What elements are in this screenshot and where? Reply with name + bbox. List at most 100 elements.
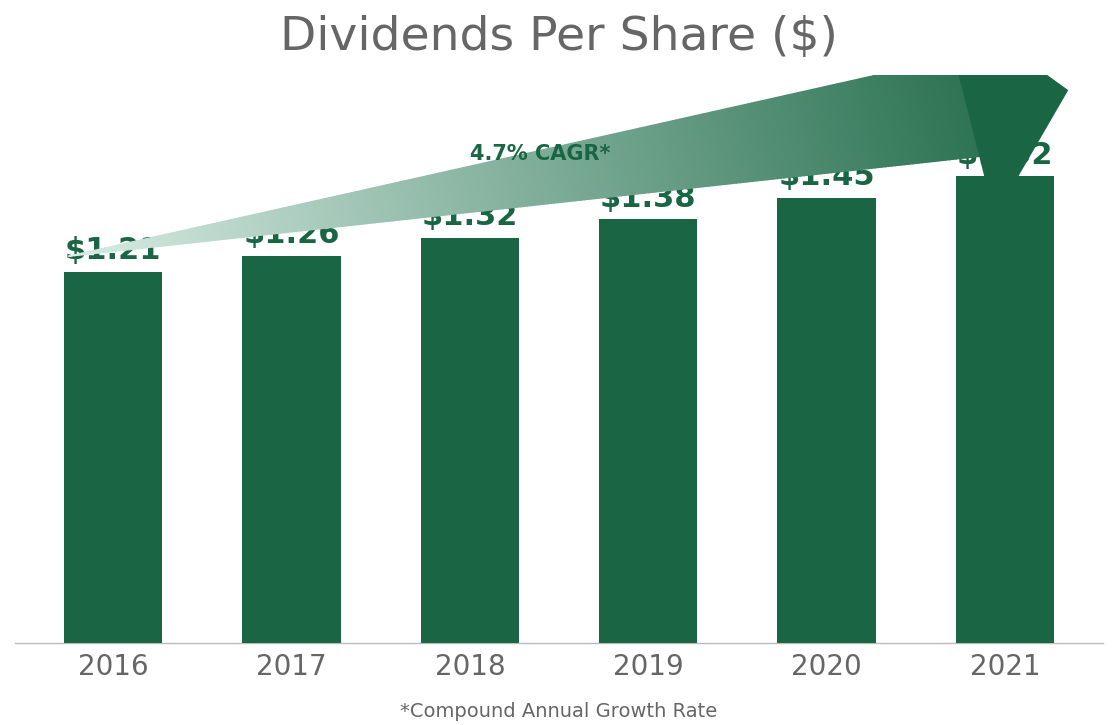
Polygon shape bbox=[843, 82, 869, 169]
Polygon shape bbox=[692, 116, 713, 186]
Polygon shape bbox=[515, 155, 531, 206]
Polygon shape bbox=[797, 92, 822, 174]
Polygon shape bbox=[794, 93, 818, 175]
Polygon shape bbox=[735, 106, 757, 181]
Polygon shape bbox=[318, 199, 329, 228]
Polygon shape bbox=[173, 232, 180, 244]
Text: 4.7% CAGR*: 4.7% CAGR* bbox=[470, 144, 610, 164]
Polygon shape bbox=[538, 150, 555, 203]
Text: $1.32: $1.32 bbox=[421, 202, 518, 231]
Polygon shape bbox=[565, 144, 581, 200]
Polygon shape bbox=[643, 127, 663, 191]
Polygon shape bbox=[887, 72, 912, 164]
Polygon shape bbox=[722, 109, 743, 183]
Polygon shape bbox=[909, 67, 936, 162]
Polygon shape bbox=[446, 171, 461, 214]
Polygon shape bbox=[197, 227, 203, 242]
Polygon shape bbox=[499, 159, 514, 208]
Polygon shape bbox=[456, 169, 471, 212]
Polygon shape bbox=[646, 126, 666, 191]
Polygon shape bbox=[761, 100, 784, 178]
Polygon shape bbox=[738, 105, 760, 181]
Polygon shape bbox=[860, 78, 885, 167]
Polygon shape bbox=[561, 145, 578, 201]
Polygon shape bbox=[836, 83, 862, 170]
Polygon shape bbox=[778, 96, 800, 176]
Polygon shape bbox=[866, 77, 892, 166]
Polygon shape bbox=[226, 220, 234, 239]
Polygon shape bbox=[745, 104, 767, 180]
Polygon shape bbox=[932, 62, 959, 159]
Polygon shape bbox=[285, 207, 295, 232]
Polygon shape bbox=[154, 236, 160, 247]
Polygon shape bbox=[151, 237, 157, 247]
Polygon shape bbox=[466, 167, 481, 212]
Polygon shape bbox=[229, 220, 237, 238]
Polygon shape bbox=[275, 209, 285, 233]
Polygon shape bbox=[906, 68, 932, 162]
Polygon shape bbox=[877, 75, 902, 165]
Polygon shape bbox=[519, 154, 534, 205]
Polygon shape bbox=[873, 75, 899, 165]
Polygon shape bbox=[426, 175, 439, 216]
Polygon shape bbox=[600, 136, 618, 196]
Polygon shape bbox=[489, 162, 504, 209]
Polygon shape bbox=[660, 123, 680, 190]
Polygon shape bbox=[775, 97, 797, 177]
Polygon shape bbox=[624, 131, 643, 194]
Polygon shape bbox=[768, 99, 790, 178]
Polygon shape bbox=[922, 65, 949, 160]
Title: Dividends Per Share ($): Dividends Per Share ($) bbox=[281, 15, 837, 60]
Polygon shape bbox=[682, 118, 703, 187]
Polygon shape bbox=[439, 173, 453, 215]
Polygon shape bbox=[265, 212, 274, 234]
Polygon shape bbox=[163, 234, 170, 246]
Polygon shape bbox=[341, 194, 352, 225]
Polygon shape bbox=[68, 255, 72, 256]
Polygon shape bbox=[272, 210, 281, 233]
Polygon shape bbox=[383, 185, 396, 220]
Polygon shape bbox=[919, 65, 946, 160]
Polygon shape bbox=[604, 136, 622, 196]
Polygon shape bbox=[883, 73, 909, 165]
Polygon shape bbox=[653, 125, 673, 191]
Polygon shape bbox=[358, 191, 369, 224]
Polygon shape bbox=[170, 233, 177, 245]
Polygon shape bbox=[183, 230, 190, 244]
Polygon shape bbox=[676, 120, 697, 188]
Polygon shape bbox=[180, 231, 187, 244]
Polygon shape bbox=[321, 199, 332, 228]
Polygon shape bbox=[482, 163, 498, 210]
Polygon shape bbox=[670, 121, 690, 188]
Polygon shape bbox=[212, 223, 220, 240]
Polygon shape bbox=[945, 59, 973, 157]
Polygon shape bbox=[840, 83, 865, 169]
Polygon shape bbox=[348, 193, 359, 225]
Polygon shape bbox=[685, 117, 707, 186]
Bar bbox=[243, 256, 341, 643]
Text: $1.38: $1.38 bbox=[600, 183, 697, 212]
Polygon shape bbox=[193, 228, 200, 242]
Polygon shape bbox=[453, 170, 467, 213]
Polygon shape bbox=[459, 168, 474, 212]
Polygon shape bbox=[243, 217, 250, 236]
Polygon shape bbox=[856, 79, 882, 167]
Polygon shape bbox=[784, 95, 808, 175]
Text: $1.26: $1.26 bbox=[244, 220, 340, 249]
Polygon shape bbox=[929, 63, 956, 160]
Polygon shape bbox=[436, 173, 449, 215]
Polygon shape bbox=[449, 170, 464, 213]
Polygon shape bbox=[748, 103, 770, 180]
Polygon shape bbox=[580, 141, 598, 199]
Polygon shape bbox=[695, 115, 717, 186]
Polygon shape bbox=[941, 59, 969, 158]
Polygon shape bbox=[158, 236, 163, 246]
Polygon shape bbox=[771, 98, 794, 177]
Polygon shape bbox=[502, 158, 518, 207]
Polygon shape bbox=[902, 69, 929, 162]
Polygon shape bbox=[880, 74, 906, 165]
Polygon shape bbox=[268, 211, 277, 233]
Polygon shape bbox=[787, 94, 812, 175]
Polygon shape bbox=[597, 137, 615, 196]
Polygon shape bbox=[629, 130, 650, 193]
